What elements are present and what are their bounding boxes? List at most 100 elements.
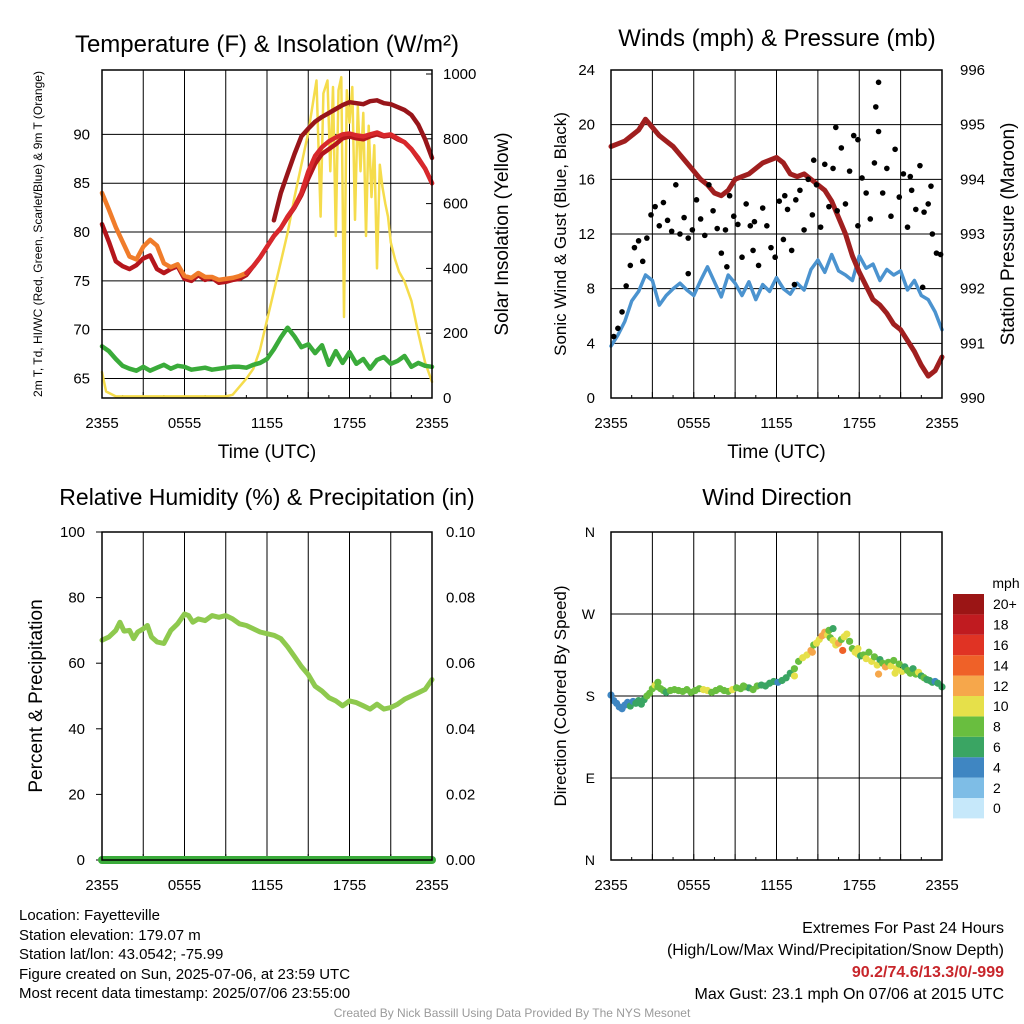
legend-swatch [953,736,984,758]
x-tick-label: 1155 [251,415,283,432]
x-tick-label: 2355 [85,415,118,432]
gust-point [697,216,704,222]
temperature-line [271,98,435,223]
x-tick-label: 2355 [85,877,118,894]
y-tick-label: 85 [73,175,90,192]
x-tick-label: 0555 [168,415,201,432]
gust-point [718,250,725,256]
legend-label: 10 [993,698,1009,714]
y-tick-label: 24 [578,62,595,79]
direction-point [790,665,799,673]
gust-point [850,132,857,139]
x-tick-label: 2355 [925,415,958,432]
x-tick-label: 1755 [333,415,366,432]
gust-point [693,197,700,203]
direction-point [739,682,748,690]
y-tick-label: 80 [73,224,90,241]
legend-label: 12 [993,678,1009,694]
gust-point [929,231,936,237]
y-tick-label: 60 [68,655,85,672]
x-tick-label: 0555 [168,877,201,894]
direction-point [890,656,898,665]
credit-text: Created By Nick Bassill Using Data Provi… [333,1006,691,1020]
direction-point [895,660,903,668]
x-tick-label: 2355 [594,415,627,432]
gust-point [855,223,861,229]
chart-title: Relative Humidity (%) & Precipitation (i… [59,484,474,510]
gust-point [855,136,861,143]
y2-tick-label: 990 [960,390,985,407]
gust-point [673,182,679,188]
y-tick-label: 65 [73,370,90,387]
gust-point [809,212,816,218]
gust-point [781,192,788,199]
chart-panel-3: 2355 0555 1155 1755 23550204060801000.000.02… [26,484,475,894]
gust-point [627,262,634,269]
gust-point [701,232,708,239]
gust-point [921,209,927,215]
gust-point [685,235,692,241]
legend-swatch [953,594,984,615]
y2-axis-label: Solar Insolation (Yellow) [492,132,513,335]
elevation-text: Station elevation: 179.07 m [19,926,201,944]
y-tick-label: 4 [587,335,595,352]
gust-point [668,228,675,235]
extremes-subtitle: (High/Low/Max Wind/Precipitation/Snow De… [666,942,1004,959]
gust-point [639,258,646,265]
y-axis-label: Percent & Precipitation [26,599,47,792]
gust-point [912,206,919,213]
gust-point [644,235,650,241]
gust-point [788,247,795,254]
wind-speed-line [609,252,944,348]
legend-label: 14 [993,657,1009,673]
gust-point [714,225,720,232]
direction-point [654,678,662,686]
direction-point [865,648,873,656]
direction-point [870,653,879,661]
y-tick-label: 100 [60,524,85,541]
y2-tick-label: 0.06 [446,655,475,672]
temperature-line [99,325,435,373]
x-tick-label: 2355 [594,877,627,894]
gust-point [784,206,791,213]
y-tick-label: 12 [578,226,595,243]
y-tick-label: 8 [587,281,595,298]
gust-point [875,79,882,86]
x-axis-label: Time (UTC) [218,442,317,463]
max-gust-text: Max Gust: 23.1 mph On 07/06 at 2015 UTC [694,986,1005,1003]
gust-point [892,146,898,153]
gust-point [755,262,762,269]
y-axis-label: Sonic Wind & Gust (Blue, Black) [551,112,570,356]
legend-label: 2 [993,780,1001,796]
direction-point [803,651,811,659]
gust-point [904,224,911,230]
x-tick-label: 0555 [677,415,710,432]
y-tick-label: S [586,688,595,704]
extremes-title: Extremes For Past 24 Hours [802,920,1004,937]
x-axis-label: Time (UTC) [727,442,826,463]
y2-tick-label: 996 [960,62,985,79]
gust-point [631,244,638,251]
y2-tick-label: 800 [443,131,468,148]
plot-border [610,531,943,861]
y-tick-label: 90 [73,126,90,143]
direction-point [887,662,895,670]
gust-point [710,207,716,214]
chart-panel-4: 2355 0555 1155 1755 2355 N E S W N Wind Direction D… [551,484,959,894]
direction-point [843,630,851,638]
direction-point [790,672,799,680]
legend-swatch [953,777,984,798]
recent-data-text: Most recent data timestamp: 2025/07/06 2… [19,985,351,1002]
station-info: Location: Fayetteville Station elevation… [19,906,350,1004]
gust-point [830,165,836,172]
gust-point [735,221,741,228]
y-tick-label: 75 [73,273,90,290]
chart-panel-1: 2355 0555 1155 1755 2355 65 70 75 80 85 90 0 200 400 6… [31,31,513,463]
y2-tick-label: 0.08 [446,590,475,607]
direction-point [874,670,883,678]
extremes-panel: Extremes For Past 24 Hours (High/Low/Max… [667,918,1004,1006]
y2-tick-label: 0.10 [446,524,475,541]
gust-point [743,201,749,207]
direction-point [808,648,816,656]
gust-point [768,244,774,251]
